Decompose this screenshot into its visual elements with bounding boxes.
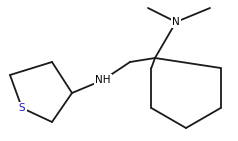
Text: S: S	[19, 103, 25, 113]
Text: NH: NH	[95, 75, 111, 85]
Text: N: N	[172, 17, 180, 27]
